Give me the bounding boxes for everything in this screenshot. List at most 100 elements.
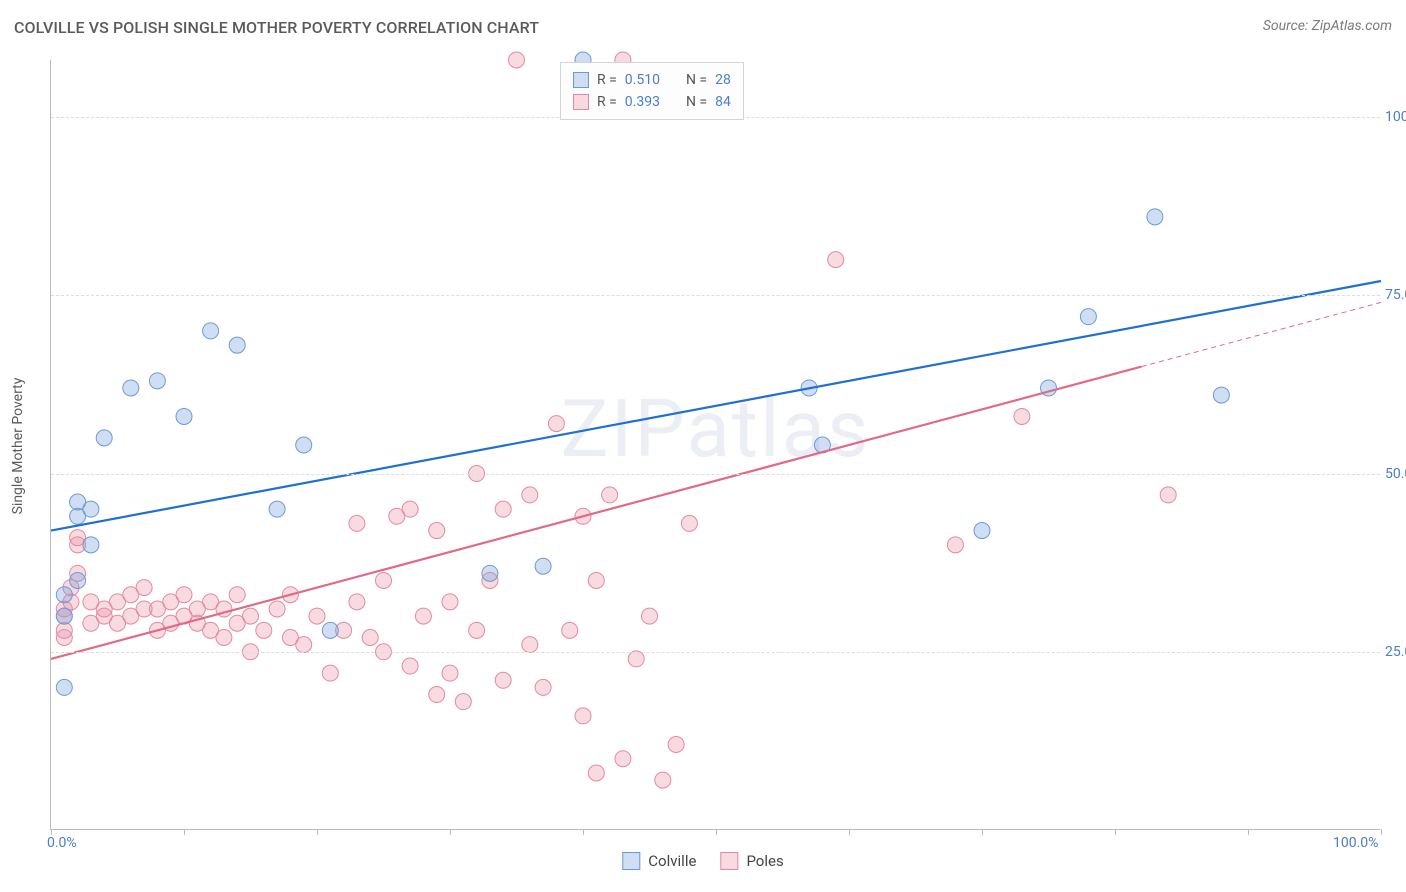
x-minor-tick xyxy=(184,829,185,835)
data-point xyxy=(455,694,471,710)
legend-swatch xyxy=(622,852,640,870)
data-point xyxy=(309,608,325,624)
scatter-svg xyxy=(51,60,1380,829)
data-point xyxy=(615,751,631,767)
x-minor-tick xyxy=(1381,829,1382,835)
data-point xyxy=(376,572,392,588)
data-point xyxy=(548,416,564,432)
x-minor-tick xyxy=(1115,829,1116,835)
correlation-legend: R =0.510N =28R = 0.393 N = 84 xyxy=(560,62,744,120)
data-point xyxy=(628,651,644,667)
x-tick-label: 100.0% xyxy=(1333,835,1378,851)
data-point xyxy=(362,630,378,646)
y-tick-label: 75.0% xyxy=(1385,287,1406,303)
data-point xyxy=(509,52,525,68)
data-point xyxy=(1213,387,1229,403)
data-point xyxy=(495,672,511,688)
data-point xyxy=(828,252,844,268)
data-point xyxy=(229,587,245,603)
y-axis-title: Single Mother Poverty xyxy=(10,378,26,515)
data-point xyxy=(469,622,485,638)
data-point xyxy=(402,658,418,674)
data-point xyxy=(668,736,684,752)
data-point xyxy=(96,430,112,446)
x-minor-tick xyxy=(51,829,52,835)
data-point xyxy=(522,487,538,503)
x-minor-tick xyxy=(450,829,451,835)
gridline-h xyxy=(51,474,1380,475)
data-point xyxy=(70,494,86,510)
data-point xyxy=(947,537,963,553)
series-legend-item: Poles xyxy=(720,852,783,870)
data-point xyxy=(402,501,418,517)
data-point xyxy=(535,558,551,574)
data-point xyxy=(575,708,591,724)
data-point xyxy=(123,380,139,396)
x-minor-tick xyxy=(583,829,584,835)
series-label: Colville xyxy=(648,852,696,870)
x-tick-label: 0.0% xyxy=(47,835,77,851)
legend-row: R = 0.393 N = 84 xyxy=(573,91,731,113)
data-point xyxy=(243,608,259,624)
data-point xyxy=(203,323,219,339)
legend-n-value: 84 xyxy=(715,91,731,113)
legend-n-value: 28 xyxy=(715,69,731,91)
plot-area: ZIPatlas 25.0%50.0%75.0%100.0%0.0%100.0% xyxy=(50,60,1380,830)
data-point xyxy=(136,580,152,596)
legend-r-value: 0.393 xyxy=(625,91,660,113)
data-point xyxy=(56,608,72,624)
trend-line xyxy=(51,281,1381,531)
x-minor-tick xyxy=(1248,829,1249,835)
series-legend: Colville Poles xyxy=(622,852,783,870)
trend-line xyxy=(1142,302,1381,366)
y-tick-label: 100.0% xyxy=(1385,109,1406,125)
data-point xyxy=(562,622,578,638)
data-point xyxy=(495,501,511,517)
data-point xyxy=(349,594,365,610)
data-point xyxy=(229,337,245,353)
data-point xyxy=(149,373,165,389)
data-point xyxy=(176,587,192,603)
series-legend-item: Colville xyxy=(622,852,696,870)
x-minor-tick xyxy=(849,829,850,835)
data-point xyxy=(482,565,498,581)
chart-title: COLVILLE VS POLISH SINGLE MOTHER POVERTY… xyxy=(14,18,539,37)
data-point xyxy=(296,437,312,453)
data-point xyxy=(1014,408,1030,424)
data-point xyxy=(296,637,312,653)
x-minor-tick xyxy=(317,829,318,835)
data-point xyxy=(56,622,72,638)
data-point xyxy=(974,523,990,539)
gridline-h xyxy=(51,652,1380,653)
data-point xyxy=(429,687,445,703)
legend-r-label: R = xyxy=(597,91,617,113)
data-point xyxy=(269,601,285,617)
data-point xyxy=(429,523,445,539)
data-point xyxy=(256,622,272,638)
data-point xyxy=(442,665,458,681)
trend-line xyxy=(51,367,1142,659)
x-minor-tick xyxy=(982,829,983,835)
y-tick-label: 50.0% xyxy=(1385,466,1406,482)
data-point xyxy=(681,515,697,531)
data-point xyxy=(269,501,285,517)
legend-n-label: N = xyxy=(686,91,707,113)
data-point xyxy=(83,537,99,553)
legend-row: R =0.510N =28 xyxy=(573,69,731,91)
gridline-h xyxy=(51,295,1380,296)
data-point xyxy=(602,487,618,503)
x-minor-tick xyxy=(716,829,717,835)
source-attribution: Source: ZipAtlas.com xyxy=(1263,18,1392,34)
data-point xyxy=(56,679,72,695)
legend-r-value: 0.510 xyxy=(625,69,660,91)
legend-swatch xyxy=(720,852,738,870)
legend-swatch xyxy=(573,72,589,88)
data-point xyxy=(1147,209,1163,225)
legend-swatch xyxy=(573,94,589,110)
data-point xyxy=(588,765,604,781)
data-point xyxy=(56,587,72,603)
data-point xyxy=(642,608,658,624)
data-point xyxy=(70,572,86,588)
data-point xyxy=(588,572,604,588)
data-point xyxy=(522,637,538,653)
